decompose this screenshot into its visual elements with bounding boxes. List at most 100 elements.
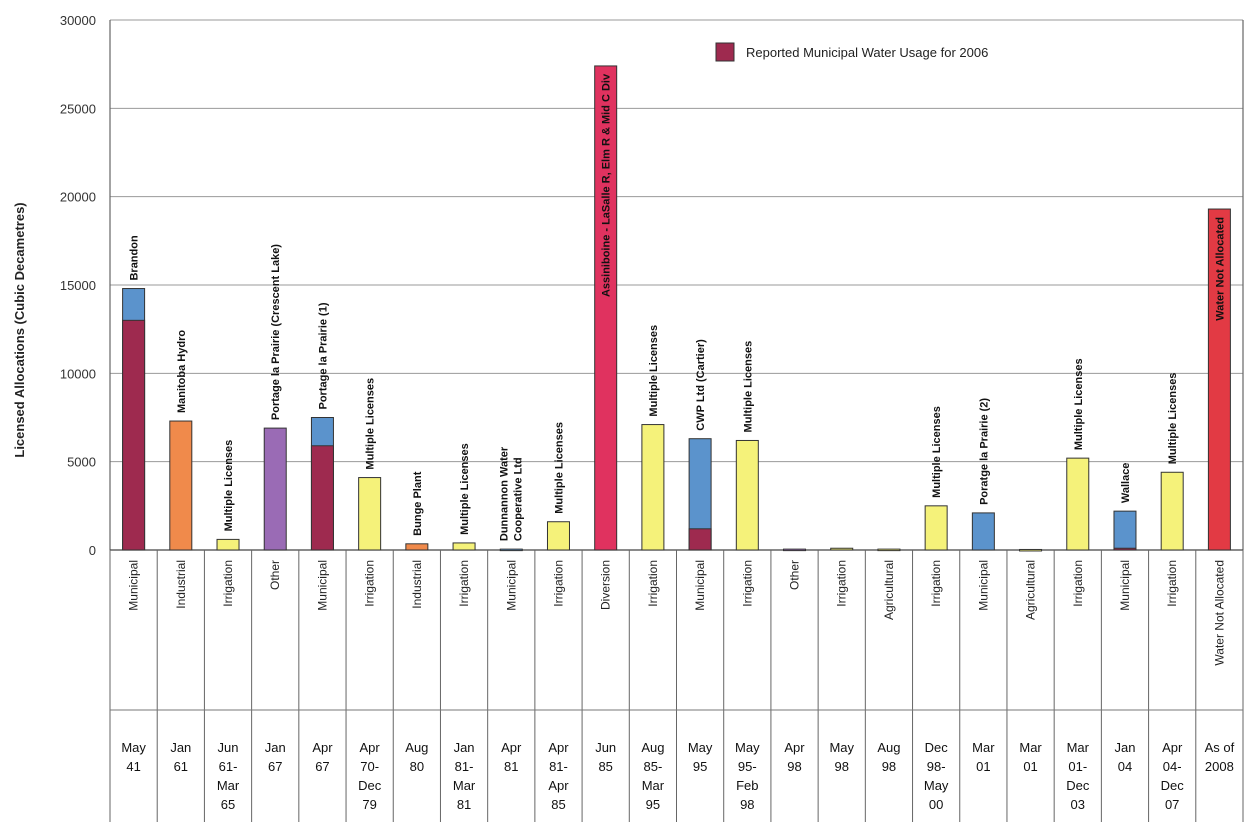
date-label: 03 <box>1071 797 1085 812</box>
bar <box>216 538 240 551</box>
bar <box>971 512 995 551</box>
legend: Reported Municipal Water Usage for 2006 <box>715 42 988 62</box>
date-label: 01 <box>976 759 990 774</box>
bar-reported-usage <box>1113 547 1137 551</box>
y-tick-label: 10000 <box>60 366 96 381</box>
y-tick-labels: 0 5000 10000 15000 20000 25000 30000 <box>60 13 96 558</box>
bar-label: Bunge Plant <box>412 471 424 536</box>
bar-label: Multiple Licenses <box>931 406 943 498</box>
gridlines <box>110 19 1243 463</box>
date-label: 98 <box>787 759 801 774</box>
date-label: 00 <box>929 797 943 812</box>
bar-reported-usage <box>310 445 334 551</box>
date-label: Apr <box>312 740 333 755</box>
date-label: Mar <box>1067 740 1090 755</box>
date-label: 01- <box>1068 759 1087 774</box>
type-label: Irrigation <box>929 560 943 607</box>
bar <box>641 424 665 551</box>
legend-label: Reported Municipal Water Usage for 2006 <box>746 45 988 60</box>
date-label: 07 <box>1165 797 1179 812</box>
date-label: 01 <box>1023 759 1037 774</box>
date-label: Mar <box>642 778 665 793</box>
date-label: Dec <box>1161 778 1185 793</box>
date-label: Feb <box>736 778 758 793</box>
date-label: Apr <box>360 740 381 755</box>
date-labels: May 41 Jan 61 Jun 61- Mar 65 Jan 67 Apr 67 Apr 70- Dec… <box>121 740 1234 812</box>
date-label: 79 <box>362 797 376 812</box>
bar-label: Poratge la Prairie (2) <box>978 398 990 505</box>
bar-label: Multiple Licenses <box>648 325 660 417</box>
type-label: Municipal <box>315 560 329 611</box>
date-label: Jan <box>1114 740 1135 755</box>
type-label: Industrial <box>174 560 188 609</box>
date-label: Dec <box>358 778 382 793</box>
type-label: Irrigation <box>646 560 660 607</box>
date-label: 04- <box>1163 759 1182 774</box>
bar <box>830 547 854 551</box>
date-label: Apr <box>501 740 522 755</box>
date-label: Mar <box>453 778 476 793</box>
bar <box>358 477 382 551</box>
type-label: Irrigation <box>363 560 377 607</box>
date-label: Aug <box>405 740 428 755</box>
bar <box>1207 208 1231 551</box>
bar <box>924 505 948 551</box>
date-label: 81 <box>504 759 518 774</box>
type-label: Water Not Allocated <box>1212 560 1226 666</box>
date-label: 95- <box>738 759 757 774</box>
bar-reported-usage <box>122 319 146 551</box>
bar-label: Multiple Licenses <box>1167 373 1179 465</box>
date-label: 41 <box>126 759 140 774</box>
type-label: Irrigation <box>835 560 849 607</box>
bar <box>1066 457 1090 551</box>
date-label: 61 <box>174 759 188 774</box>
date-label: Apr <box>1162 740 1183 755</box>
bar <box>1160 471 1184 551</box>
type-label: Irrigation <box>221 560 235 607</box>
y-tick-label: 30000 <box>60 13 96 28</box>
bar-label: Multiple Licenses <box>553 422 565 514</box>
bar-label: Brandon <box>129 235 141 281</box>
date-label: 98- <box>927 759 946 774</box>
bar <box>1113 510 1137 551</box>
date-label: Jun <box>218 740 239 755</box>
date-label: May <box>121 740 146 755</box>
date-label: May <box>924 778 949 793</box>
date-label: May <box>829 740 854 755</box>
bar-label: Wallace <box>1120 463 1132 504</box>
date-label: 98 <box>740 797 754 812</box>
date-label: Mar <box>217 778 240 793</box>
bar <box>169 420 193 551</box>
bar <box>452 542 476 551</box>
date-label: 81 <box>457 797 471 812</box>
type-label: Irrigation <box>457 560 471 607</box>
bar-label: Assiniboine - LaSalle R, Elm R & Mid C D… <box>601 73 613 297</box>
bar-label: Water Not Allocated <box>1214 217 1226 321</box>
date-label: 70- <box>360 759 379 774</box>
date-label: 81- <box>549 759 568 774</box>
bar-label: Multiple Licenses <box>742 341 754 433</box>
type-label: Industrial <box>410 560 424 609</box>
date-label: 61- <box>219 759 238 774</box>
type-label: Municipal <box>127 560 141 611</box>
bar-label: CWP Ltd (Cartier) <box>695 339 707 431</box>
type-label: Agricultural <box>1024 560 1038 620</box>
date-label: Aug <box>641 740 664 755</box>
type-label: Irrigation <box>551 560 565 607</box>
bar-label: Dunnannon Water <box>498 446 510 541</box>
date-label: 85- <box>643 759 662 774</box>
y-tick-label: 20000 <box>60 190 96 205</box>
date-label: 04 <box>1118 759 1132 774</box>
type-label: Other <box>268 560 282 590</box>
date-label: Jun <box>595 740 616 755</box>
date-label: 95 <box>646 797 660 812</box>
date-label: Aug <box>877 740 900 755</box>
type-label: Irrigation <box>1071 560 1085 607</box>
date-label: Apr <box>548 740 569 755</box>
bar-reported-usage <box>688 528 712 551</box>
date-label: 65 <box>221 797 235 812</box>
date-label: Dec <box>1066 778 1090 793</box>
date-label: Jan <box>454 740 475 755</box>
date-label: Apr <box>784 740 805 755</box>
type-label: Diversion <box>599 560 613 610</box>
